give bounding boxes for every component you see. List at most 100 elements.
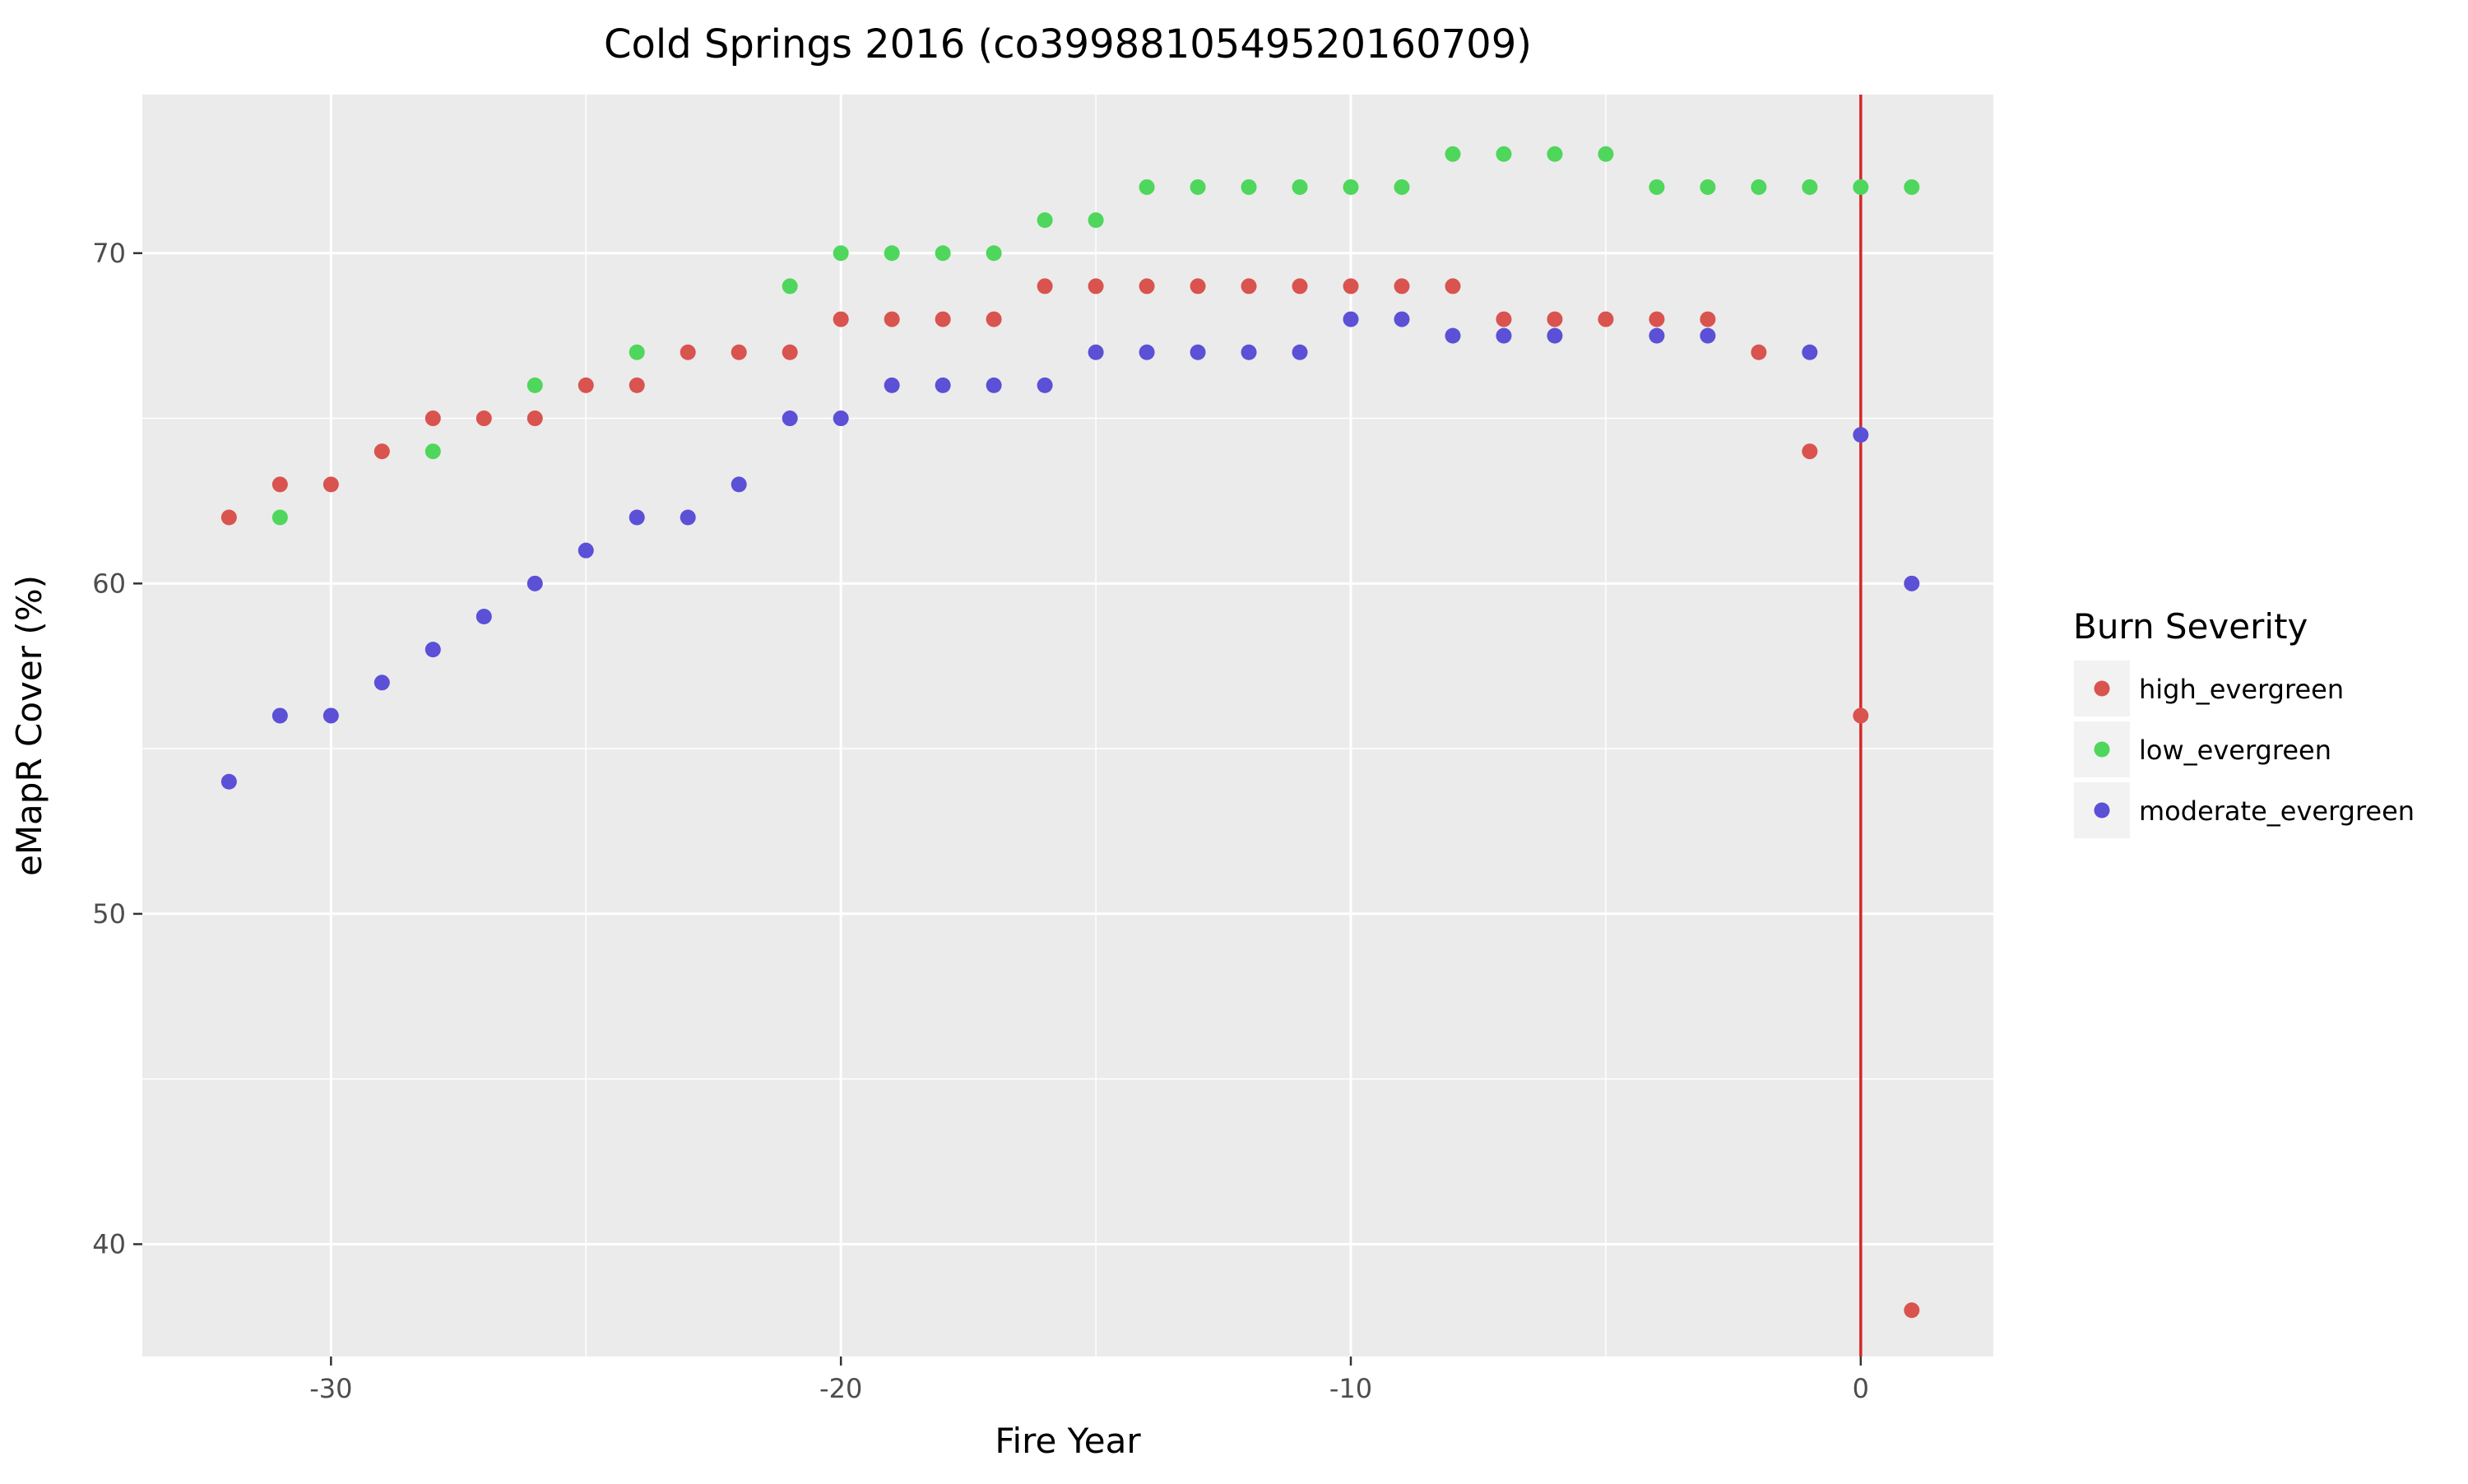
y-tick-label: 40	[92, 1228, 126, 1259]
data-point	[1037, 212, 1053, 229]
data-point	[833, 245, 849, 262]
data-point	[1904, 179, 1920, 195]
data-point	[986, 245, 1002, 262]
series-moderate_evergreen	[220, 311, 1920, 790]
data-point	[1649, 327, 1665, 344]
data-point	[271, 509, 288, 526]
data-point	[1649, 311, 1665, 327]
data-point	[1088, 344, 1104, 360]
data-point	[1802, 344, 1818, 360]
data-point	[782, 410, 798, 427]
plot-panel	[142, 95, 1993, 1356]
minor-grid	[142, 95, 1993, 1356]
data-point	[935, 311, 951, 327]
data-point	[1343, 311, 1359, 327]
data-point	[680, 344, 696, 360]
data-point	[629, 377, 645, 393]
legend-label: low_evergreen	[2139, 735, 2331, 766]
data-point	[1598, 146, 1614, 162]
data-point	[986, 311, 1002, 327]
data-point	[476, 608, 492, 624]
legend-items: high_evergreen low_evergreen moderate_ever…	[2074, 661, 2415, 838]
data-point	[1700, 311, 1716, 327]
data-point	[782, 344, 798, 360]
data-point	[1241, 179, 1257, 195]
data-point	[1598, 311, 1614, 327]
data-point	[884, 311, 900, 327]
data-point	[578, 542, 594, 559]
data-point	[1496, 311, 1512, 327]
data-point	[782, 278, 798, 294]
data-point	[1547, 311, 1563, 327]
legend-label: high_evergreen	[2139, 674, 2344, 705]
data-point	[1343, 278, 1359, 294]
y-tick-label: 70	[92, 238, 126, 269]
x-tick-label: -10	[1329, 1373, 1372, 1404]
data-point	[220, 773, 237, 790]
data-point	[1292, 179, 1308, 195]
data-point	[1547, 146, 1563, 162]
data-point	[731, 344, 747, 360]
data-point	[1037, 278, 1053, 294]
data-point	[1496, 327, 1512, 344]
data-point	[424, 410, 441, 427]
series-high_evergreen	[220, 278, 1920, 1319]
x-tick-label: -30	[309, 1373, 352, 1404]
x-axis-label: Fire Year	[995, 1421, 1141, 1461]
data-point	[424, 443, 441, 460]
data-point	[1190, 179, 1206, 195]
x-tick-label: 0	[1853, 1373, 1869, 1404]
data-point	[1037, 377, 1053, 393]
data-point	[1241, 344, 1257, 360]
data-point	[1394, 311, 1410, 327]
data-point	[833, 410, 849, 427]
legend-title: Burn Severity	[2073, 606, 2308, 647]
axis-ticks: -30 -20 -10 0 40 50 60 70	[92, 238, 1869, 1404]
y-tick-label: 60	[92, 568, 126, 599]
data-point	[1547, 327, 1563, 344]
data-point	[833, 311, 849, 327]
data-point	[935, 377, 951, 393]
data-point	[527, 575, 543, 591]
data-point	[1751, 344, 1767, 360]
legend: Burn Severity high_evergreen low_evergree…	[2073, 606, 2415, 838]
data-point	[322, 707, 339, 724]
data-point	[322, 476, 339, 493]
series-low_evergreen	[271, 146, 1920, 526]
data-point	[1190, 344, 1206, 360]
data-point	[884, 245, 900, 262]
data-point	[1394, 278, 1410, 294]
points-layer	[220, 146, 1920, 1319]
data-point	[1139, 278, 1155, 294]
data-point	[476, 410, 492, 427]
data-point	[1088, 278, 1104, 294]
data-point	[527, 377, 543, 393]
legend-label: moderate_evergreen	[2139, 795, 2415, 827]
data-point	[1190, 278, 1206, 294]
data-point	[220, 509, 237, 526]
data-point	[1802, 443, 1818, 460]
data-point	[1394, 179, 1410, 195]
legend-marker	[2094, 680, 2110, 697]
y-tick-label: 50	[92, 898, 126, 930]
data-point	[731, 476, 747, 493]
data-point	[527, 410, 543, 427]
legend-item-low_evergreen: low_evergreen	[2074, 721, 2331, 777]
data-point	[1904, 575, 1920, 591]
data-point	[1292, 344, 1308, 360]
data-point	[373, 675, 390, 691]
data-point	[1445, 327, 1461, 344]
data-point	[1343, 179, 1359, 195]
data-point	[680, 509, 696, 526]
x-tick-label: -20	[819, 1373, 862, 1404]
chart-title: Cold Springs 2016 (co3998810549520160709…	[604, 21, 1532, 67]
data-point	[1445, 146, 1461, 162]
data-point	[884, 377, 900, 393]
legend-marker	[2094, 802, 2110, 819]
data-point	[1088, 212, 1104, 229]
data-point	[1751, 179, 1767, 195]
data-point	[986, 377, 1002, 393]
data-point	[935, 245, 951, 262]
